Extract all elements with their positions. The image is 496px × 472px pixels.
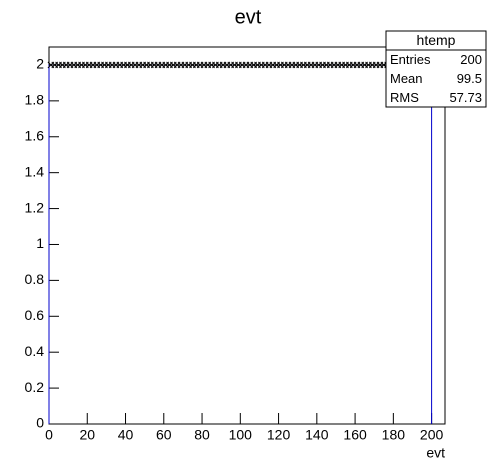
y-tick-label: 0.2 (25, 379, 45, 395)
x-tick-label: 180 (382, 427, 406, 443)
stats-label: Mean (390, 71, 423, 86)
x-tick-label: 100 (229, 427, 253, 443)
y-tick-label: 0.8 (25, 271, 45, 287)
stats-label: RMS (390, 90, 419, 105)
x-tick-label: 0 (45, 427, 53, 443)
y-tick-label: 0.6 (25, 307, 45, 323)
x-tick-label: 80 (194, 427, 210, 443)
x-tick-label: 140 (305, 427, 329, 443)
y-tick-label: 1 (36, 235, 44, 251)
x-tick-label: 160 (343, 427, 367, 443)
x-tick-label: 200 (420, 427, 444, 443)
stats-value: 99.5 (457, 71, 482, 86)
stats-value: 57.73 (449, 90, 482, 105)
stats-value: 200 (460, 52, 482, 67)
y-tick-label: 1.2 (25, 199, 45, 215)
x-tick-label: 120 (267, 427, 291, 443)
stats-title: htemp (417, 32, 456, 48)
chart-title: evt (235, 6, 262, 28)
y-tick-label: 1.6 (25, 127, 45, 143)
y-tick-label: 2 (36, 56, 44, 72)
x-tick-label: 40 (118, 427, 134, 443)
x-tick-label: 20 (79, 427, 95, 443)
y-tick-label: 0 (36, 415, 44, 431)
y-tick-label: 1.4 (25, 163, 45, 179)
y-tick-label: 0.4 (25, 343, 45, 359)
y-tick-label: 1.8 (25, 92, 45, 108)
stats-box (385, 30, 487, 108)
x-axis-label: evt (426, 445, 445, 461)
stats-label: Entries (390, 52, 431, 67)
x-tick-label: 60 (156, 427, 172, 443)
